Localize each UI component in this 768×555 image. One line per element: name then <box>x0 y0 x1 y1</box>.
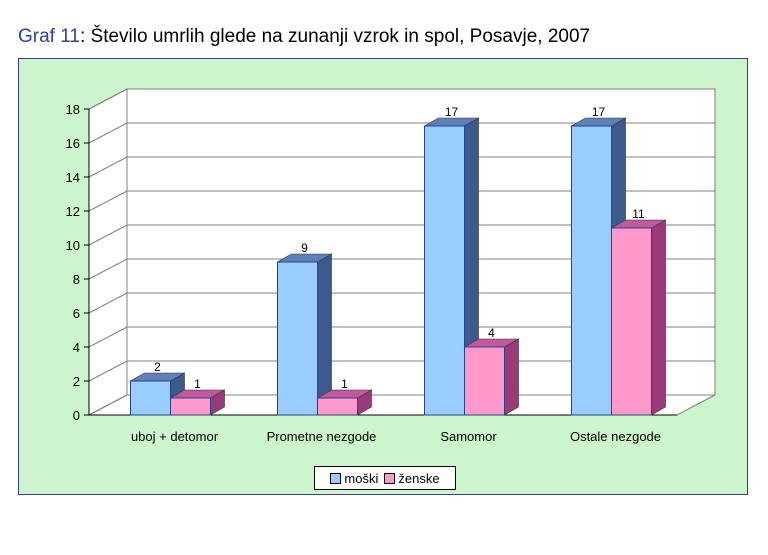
bar-female-1 <box>317 397 358 416</box>
data-label-female-0: 1 <box>194 377 201 391</box>
gridline <box>88 394 715 416</box>
y-tick-label: 18 <box>66 102 80 117</box>
bar-side-male-1 <box>317 253 332 416</box>
legend-label-female: ženske <box>398 470 440 486</box>
chart-title: Graf 11: Število umrlih glede na zunanji… <box>18 26 590 48</box>
gridline <box>88 88 715 110</box>
data-label-male-3: 17 <box>592 105 606 119</box>
x-tick-label: Ostale nezgode <box>570 429 661 444</box>
y-tick-label: 4 <box>73 340 80 355</box>
bar-female-2 <box>464 346 505 416</box>
chart-title-prefix: Graf 11 <box>18 26 80 47</box>
legend-entry-male: moški <box>330 471 378 486</box>
bar-side-female-2 <box>504 338 519 416</box>
bar-side-female-3 <box>651 219 666 416</box>
data-label-male-2: 17 <box>445 105 459 119</box>
x-tick-label: Prometne nezgode <box>267 429 377 444</box>
legend: moški ženske <box>314 466 456 490</box>
plot-side-wall <box>88 88 128 416</box>
data-label-male-0: 2 <box>154 360 161 374</box>
legend-entry-female: ženske <box>384 470 440 486</box>
x-tick-label: uboj + detomor <box>131 429 219 444</box>
gridline <box>88 224 715 246</box>
y-tick-label: 16 <box>66 136 80 151</box>
y-tick-label: 2 <box>73 374 80 389</box>
gridline <box>88 258 715 280</box>
bar-male-3 <box>571 125 612 416</box>
data-label-female-1: 1 <box>341 377 348 391</box>
bar-male-1 <box>277 261 318 416</box>
y-tick-label: 8 <box>73 272 80 287</box>
legend-swatch-male <box>330 472 342 484</box>
gridline <box>88 190 715 212</box>
gridline <box>88 360 715 382</box>
x-tick-label: Samomor <box>440 429 497 444</box>
legend-label-male: moški <box>344 470 379 486</box>
legend-swatch-female <box>384 472 396 484</box>
gridline <box>88 156 715 178</box>
y-tick-label: 10 <box>66 238 80 253</box>
bar-male-0 <box>130 380 171 416</box>
bar-chart: 0 2 4 6 8 10 12 14 16 18 2 1 uboj + detomor 9 1 Prometn… <box>66 88 716 444</box>
chart-title-text: : Število umrlih glede na zunanji vzrok … <box>79 26 591 47</box>
y-tick-label: 0 <box>73 408 80 423</box>
y-tick-label: 6 <box>73 306 80 321</box>
gridline <box>88 326 715 348</box>
gridline <box>88 122 715 144</box>
bar-female-3 <box>611 227 652 416</box>
bar-female-0 <box>170 397 211 416</box>
y-tick-label: 14 <box>66 170 80 185</box>
chart-frame: 0 2 4 6 8 10 12 14 16 18 2 1 uboj + detomor 9 1 Prometn… <box>18 58 748 495</box>
y-tick-label: 12 <box>66 204 80 219</box>
gridline <box>88 292 715 314</box>
bar-male-2 <box>424 125 465 416</box>
data-label-female-2: 4 <box>488 326 495 340</box>
data-label-male-1: 9 <box>301 241 308 255</box>
data-label-female-3: 11 <box>632 207 645 221</box>
